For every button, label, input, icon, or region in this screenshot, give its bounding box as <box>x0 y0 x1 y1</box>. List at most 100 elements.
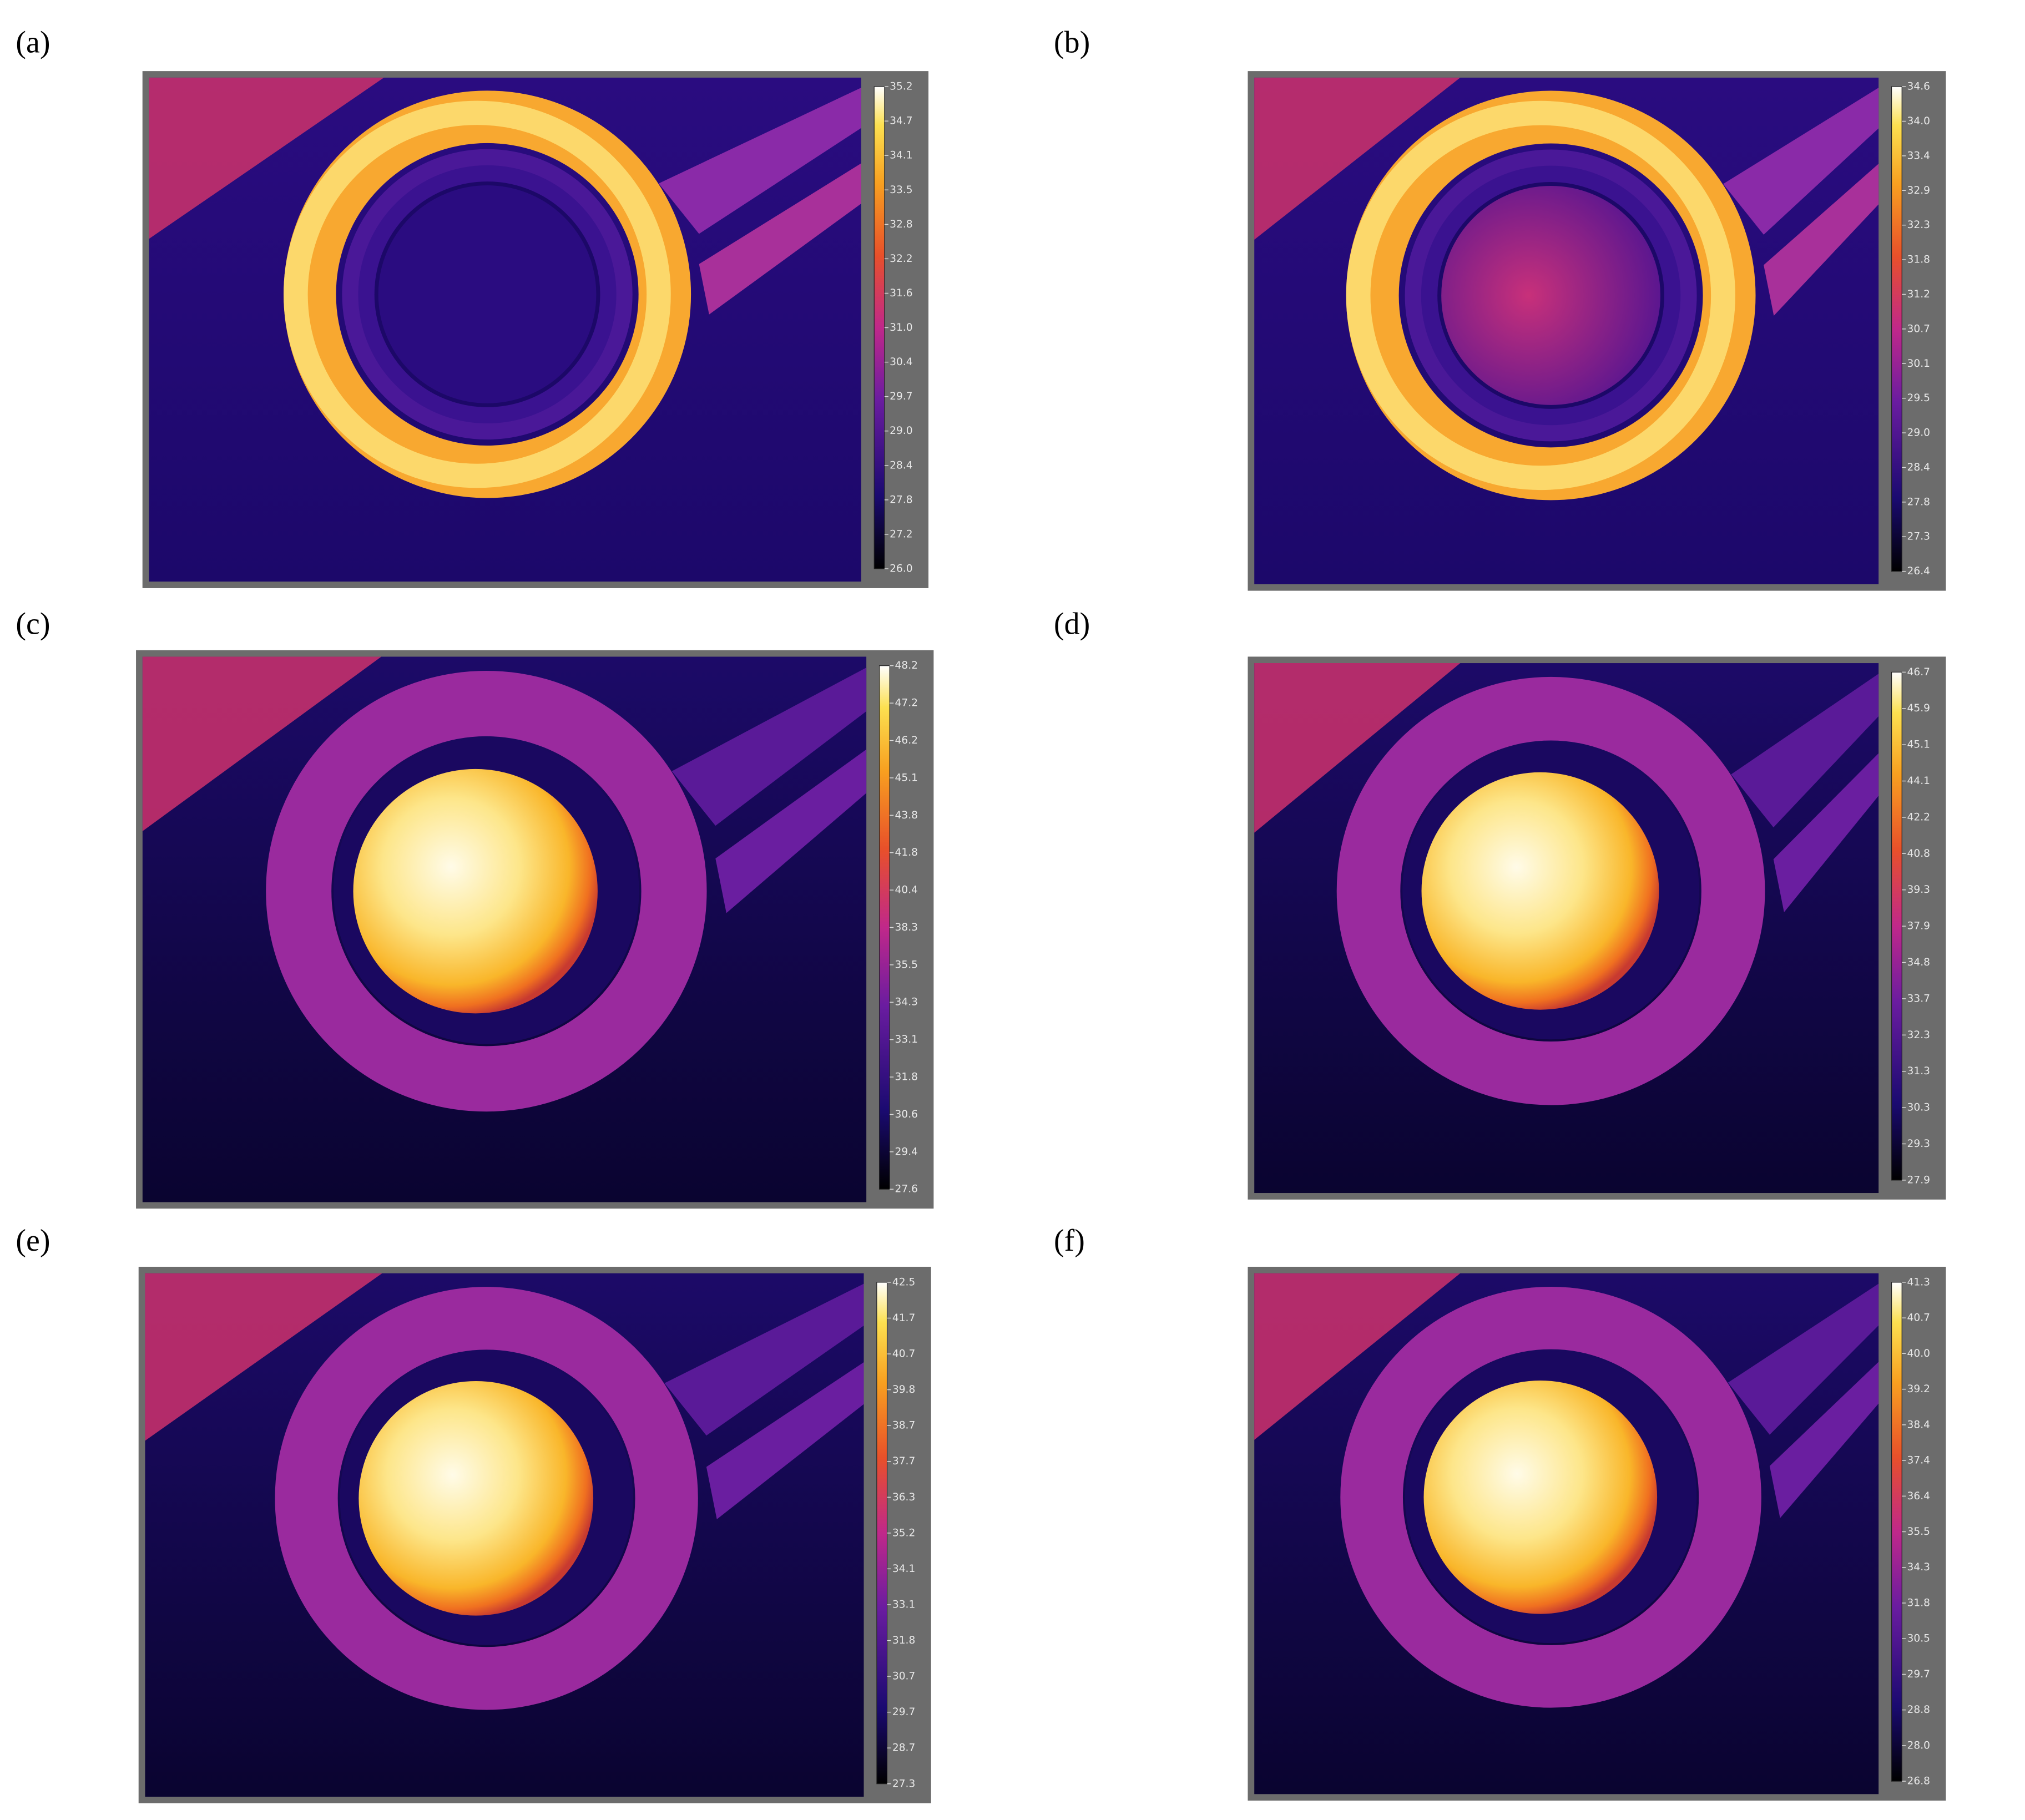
colorbar-label: 28.8 <box>1907 1704 1930 1716</box>
panel: (d) 46.7 45.9 45.1 44.1 42.2 40.8 39.3 37.9 34.8 3… <box>1054 607 1946 1200</box>
thermal-image <box>1254 77 1879 584</box>
colorbar-label: 31.3 <box>1907 1065 1930 1077</box>
panel: (e) 42.5 41.7 40.7 39.8 38.7 37.7 36.3 35.2 34.1 3… <box>16 1224 931 1803</box>
colorbar-label: 30.5 <box>1907 1633 1930 1645</box>
colorbar-label: 30.3 <box>1907 1102 1930 1114</box>
colorbar-label: 40.7 <box>892 1348 915 1360</box>
colorbar-label: 44.1 <box>1907 775 1930 787</box>
colorbar-label: 37.4 <box>1907 1455 1930 1467</box>
colorbar-label: 27.8 <box>1907 496 1930 508</box>
colorbar-label: 35.2 <box>892 1527 915 1539</box>
colorbar-label: 48.2 <box>895 660 918 671</box>
warm-corner <box>145 1273 382 1441</box>
coil-highlight <box>1346 100 1735 491</box>
coil-highlight <box>284 100 671 488</box>
colorbar-label: 31.8 <box>895 1071 918 1083</box>
handle <box>664 1283 864 1436</box>
colorbar-label: 34.3 <box>1907 1561 1930 1573</box>
panel-label: (f) <box>1054 1224 1085 1258</box>
handle <box>1731 674 1879 828</box>
colorbar-label: 33.1 <box>895 1034 918 1045</box>
colorbar-label: 45.9 <box>1907 702 1930 714</box>
colorbar-label: 30.6 <box>895 1109 918 1120</box>
handle <box>1728 1283 1879 1435</box>
handle <box>715 749 867 913</box>
colorbar-label: 31.8 <box>1907 254 1930 266</box>
hot-core <box>353 769 598 1014</box>
colorbar-label: 40.8 <box>1907 848 1930 860</box>
colorbar-label: 40.7 <box>1907 1312 1930 1324</box>
colorbar-label: 36.4 <box>1907 1490 1930 1502</box>
handle <box>1723 88 1879 235</box>
colorbar-label: 37.7 <box>892 1455 915 1467</box>
panel-label: (b) <box>1054 25 1090 59</box>
colorbar-label: 29.0 <box>1907 427 1930 439</box>
colorbar-label: 32.3 <box>1907 219 1930 231</box>
colorbar-label: 36.3 <box>892 1492 915 1503</box>
handle <box>699 163 861 315</box>
colorbar-label: 28.4 <box>890 459 912 471</box>
colorbar-label: 27.3 <box>1907 531 1930 543</box>
colorbar-label: 34.3 <box>895 997 918 1008</box>
colorbar <box>1891 1282 1902 1782</box>
colorbar-label: 46.7 <box>1907 666 1930 678</box>
colorbar-label: 39.3 <box>1907 884 1930 896</box>
colorbar-label: 26.0 <box>890 563 912 575</box>
colorbar-label: 41.7 <box>892 1312 915 1324</box>
colorbar-label: 34.8 <box>1907 957 1930 968</box>
colorbar-label: 34.1 <box>890 150 912 161</box>
colorbar-label: 31.8 <box>892 1635 915 1646</box>
colorbar-label: 33.4 <box>1907 150 1930 161</box>
panel-label: (e) <box>16 1224 50 1258</box>
colorbar-label: 47.2 <box>895 697 918 709</box>
warm-corner <box>1254 1273 1461 1440</box>
colorbar-label: 29.7 <box>892 1706 915 1718</box>
colorbar-label: 41.8 <box>895 847 918 858</box>
colorbar <box>1891 671 1902 1181</box>
panel: (a) 35.2 34.7 34.1 33.5 32.8 32.2 31.6 31.0 30.4 2… <box>16 25 929 588</box>
colorbar-label: 39.2 <box>1907 1383 1930 1395</box>
colorbar <box>873 86 885 569</box>
center <box>374 181 600 407</box>
hot-core <box>1421 772 1659 1010</box>
thermal-image <box>145 1273 864 1797</box>
colorbar-label: 32.8 <box>890 219 912 230</box>
panel: (f) 41.3 40.7 40.0 39.2 38.4 37.4 36.4 35.5 34.3 3… <box>1054 1224 1946 1801</box>
colorbar-label: 38.4 <box>1907 1419 1930 1430</box>
colorbar-label: 26.4 <box>1907 565 1930 577</box>
colorbar-label: 41.3 <box>1907 1276 1930 1288</box>
coil-ring <box>1340 1287 1761 1708</box>
colorbar-label: 29.3 <box>1907 1138 1930 1150</box>
colorbar-label: 33.1 <box>892 1599 915 1610</box>
colorbar-label: 27.9 <box>1907 1174 1930 1186</box>
handle <box>671 668 867 826</box>
colorbar <box>876 1282 888 1784</box>
colorbar-label: 33.7 <box>1907 993 1930 1004</box>
colorbar-label: 39.8 <box>892 1384 915 1396</box>
colorbar <box>1891 86 1902 572</box>
thermal-image <box>149 77 861 582</box>
colorbar-label: 40.0 <box>1907 1348 1930 1359</box>
hot-core <box>358 1381 594 1616</box>
handle <box>706 1362 864 1520</box>
colorbar-label: 31.6 <box>890 287 912 299</box>
colorbar-label: 37.9 <box>1907 921 1930 932</box>
colorbar-label: 28.4 <box>1907 462 1930 473</box>
colorbar-label: 28.0 <box>1907 1740 1930 1751</box>
panel-label: (c) <box>16 607 50 641</box>
thermal-image <box>1254 663 1879 1194</box>
handle <box>1764 164 1879 316</box>
colorbar-label: 40.4 <box>895 884 918 896</box>
colorbar <box>878 665 890 1190</box>
colorbar-label: 26.8 <box>1907 1776 1930 1787</box>
colorbar-label: 45.1 <box>1907 739 1930 751</box>
handle <box>1773 753 1879 912</box>
panel: (c) 48.2 47.2 46.2 45.1 43.8 41.8 40.4 38.3 35.5 3… <box>16 607 934 1209</box>
thermal-image <box>142 656 867 1202</box>
colorbar-label: 32.3 <box>1907 1029 1930 1041</box>
colorbar-label: 29.7 <box>1907 1669 1930 1680</box>
panel-label: (d) <box>1054 607 1090 641</box>
colorbar-label: 31.2 <box>1907 289 1930 300</box>
colorbar-label: 35.5 <box>1907 1526 1930 1538</box>
